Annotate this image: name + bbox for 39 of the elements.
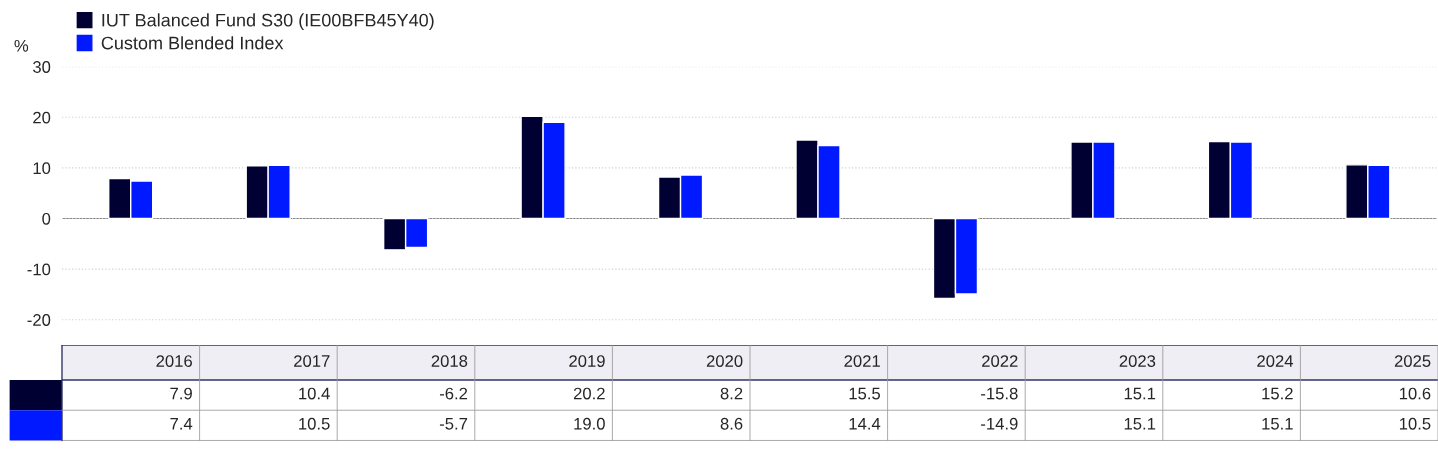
data-label: -6.2 bbox=[439, 387, 468, 400]
y-tick-label: 0 bbox=[42, 212, 51, 225]
x-tick-label: 2020 bbox=[706, 355, 743, 367]
data-label: 8.2 bbox=[720, 387, 743, 400]
y-tick-label: -10 bbox=[27, 263, 51, 276]
x-tick-label: 2021 bbox=[844, 355, 880, 367]
data-label: 14.4 bbox=[849, 418, 881, 430]
y-tick-label: -20 bbox=[27, 314, 51, 326]
data-label: -14.9 bbox=[981, 417, 1018, 430]
x-tick-label: 2023 bbox=[1119, 355, 1156, 367]
y-axis-title: % bbox=[14, 39, 29, 52]
data-label: -15.8 bbox=[981, 387, 1018, 400]
x-tick-label: 2025 bbox=[1394, 355, 1431, 367]
data-label: 7.4 bbox=[170, 418, 193, 430]
data-label: 15.1 bbox=[1262, 418, 1293, 430]
y-tick-label: 10 bbox=[33, 162, 51, 175]
data-label: 8.6 bbox=[720, 417, 743, 430]
legend-label: IUT Balanced Fund S30 (IE00BFB45Y40) bbox=[102, 13, 434, 31]
data-label: 10.6 bbox=[1399, 387, 1431, 400]
x-tick-label: 2024 bbox=[1257, 355, 1294, 367]
data-label: 15.1 bbox=[1124, 418, 1156, 430]
x-tick-label: 2018 bbox=[431, 355, 468, 367]
y-tick-label: 20 bbox=[33, 111, 51, 124]
data-label: 10.5 bbox=[1399, 417, 1431, 430]
x-tick-label: 2017 bbox=[294, 355, 330, 367]
x-tick-label: 2019 bbox=[569, 355, 605, 367]
data-label: 10.5 bbox=[299, 417, 330, 430]
x-tick-label: 2016 bbox=[156, 355, 192, 367]
data-label: 7.9 bbox=[170, 387, 192, 400]
data-label: 15.5 bbox=[849, 387, 881, 400]
data-label: 15.2 bbox=[1262, 387, 1293, 400]
x-tick-label: 2022 bbox=[982, 355, 1018, 367]
data-label: 19.0 bbox=[574, 417, 605, 430]
data-label: 15.1 bbox=[1124, 387, 1156, 400]
data-label: -5.7 bbox=[439, 418, 468, 430]
data-label: 10.4 bbox=[299, 387, 330, 400]
legend-label: Custom Blended Index bbox=[101, 36, 284, 50]
y-tick-label: 30 bbox=[32, 61, 51, 73]
data-label: 20.2 bbox=[573, 387, 605, 400]
